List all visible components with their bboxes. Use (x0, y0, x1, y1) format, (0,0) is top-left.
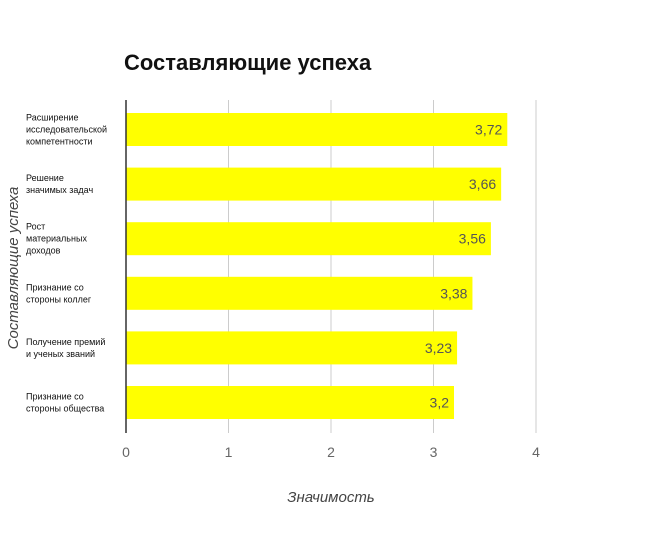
x-tick-label: 0 (122, 444, 130, 460)
bar (126, 331, 458, 365)
x-tick-label: 2 (327, 444, 335, 460)
category-label: Решение значимых задач (26, 173, 93, 195)
data-label: 3,72 (475, 122, 502, 138)
x-tick-label: 4 (532, 444, 540, 460)
category-label: Расширение исследовательской компетентност… (26, 113, 107, 147)
data-label: 3,38 (440, 285, 467, 301)
gridlines (228, 100, 537, 433)
data-label: 3,56 (459, 231, 486, 247)
x-tick-label: 3 (430, 444, 438, 460)
data-label: 3,66 (469, 176, 496, 192)
category-label: Признание со стороны общества (26, 392, 104, 414)
x-tick-label: 1 (225, 444, 233, 460)
category-label: Рост материальных доходов (26, 222, 87, 256)
bar (126, 113, 508, 146)
labels: 0 1 2 3 4 3,72 Расширение исследовательской комп… (26, 113, 540, 461)
category-label: Получение премий и ученых званий (26, 337, 105, 359)
bar (126, 222, 491, 256)
chart-title: Составляющие успеха (124, 50, 372, 75)
category-label: Признание со стороны коллег (26, 282, 92, 304)
bars (126, 113, 508, 419)
y-axis-title: Составляющие успеха (5, 187, 22, 350)
data-label: 3,2 (430, 395, 450, 411)
bar (126, 167, 502, 201)
bar (126, 386, 454, 419)
bar (126, 276, 473, 310)
x-axis-title: Значимость (287, 489, 375, 506)
data-label: 3,23 (425, 340, 452, 356)
